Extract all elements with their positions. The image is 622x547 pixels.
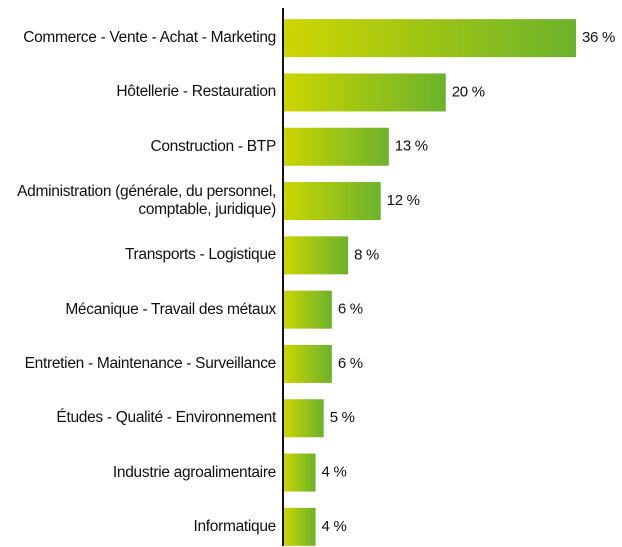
bar (283, 399, 324, 438)
category-label: Mécanique - Travail des métaux (65, 300, 276, 318)
category-label: Hôtellerie - Restauration (116, 83, 276, 101)
category-label: Administration (générale, du personnel, … (17, 183, 276, 219)
value-label: 4 % (322, 464, 347, 481)
category-label: Construction - BTP (150, 137, 276, 155)
value-label: 6 % (338, 301, 363, 318)
bar (283, 182, 381, 221)
category-label: Études - Qualité - Environnement (56, 409, 276, 427)
bar (283, 73, 446, 112)
category-label: Entretien - Maintenance - Surveillance (24, 354, 277, 372)
value-label: 12 % (387, 192, 420, 209)
bar (283, 127, 389, 166)
category-label: Industrie agroalimentaire (112, 463, 276, 481)
bar (283, 236, 349, 275)
value-label: 4 % (322, 518, 347, 535)
value-label: 36 % (582, 29, 615, 46)
bar (283, 19, 576, 58)
category-label: Commerce - Vente - Achat - Marketing (23, 29, 276, 47)
value-label: 8 % (354, 246, 379, 263)
bar (283, 453, 316, 492)
category-label: Transports - Logistique (124, 246, 276, 264)
value-label: 5 % (330, 409, 355, 426)
bar (283, 344, 332, 383)
value-label: 20 % (452, 83, 485, 100)
value-label: 13 % (395, 138, 428, 155)
bar (283, 507, 316, 546)
bar (283, 290, 332, 329)
category-label: Informatique (193, 517, 276, 535)
value-label: 6 % (338, 355, 363, 372)
